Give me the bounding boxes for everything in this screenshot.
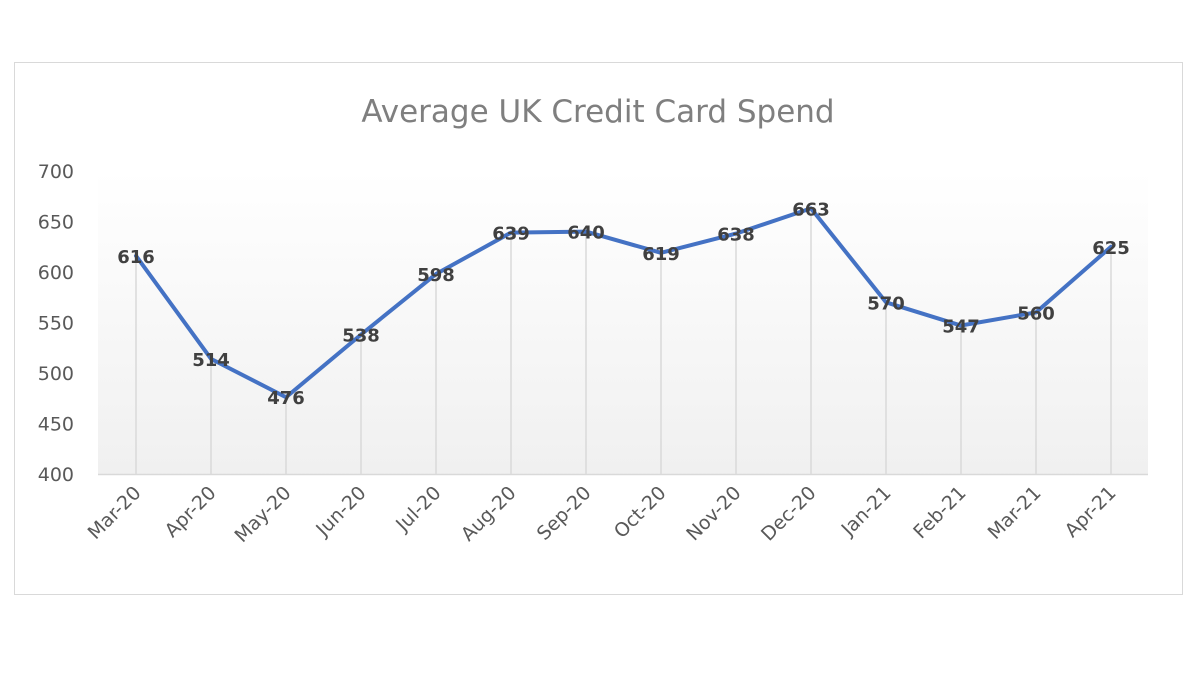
data-label: 640 (567, 223, 605, 244)
y-tick-label: 550 (38, 313, 74, 335)
y-tick-label: 650 (38, 212, 74, 234)
data-label: 638 (717, 225, 755, 246)
data-label: 560 (1017, 303, 1055, 324)
chart-title: Average UK Credit Card Spend (361, 94, 834, 130)
plot-area (98, 171, 1148, 474)
data-label: 570 (867, 293, 905, 314)
y-tick-label: 600 (38, 262, 74, 284)
y-tick-label: 700 (38, 161, 74, 183)
y-tick-label: 400 (38, 464, 74, 486)
data-label: 616 (117, 247, 155, 268)
data-label: 625 (1092, 238, 1130, 259)
data-label: 476 (267, 388, 305, 409)
data-label: 619 (642, 244, 680, 265)
data-label: 598 (417, 265, 455, 286)
data-label: 547 (942, 317, 980, 338)
y-tick-label: 450 (38, 414, 74, 436)
y-tick-label: 500 (38, 363, 74, 385)
data-label: 663 (792, 199, 830, 220)
series-line (134, 206, 1113, 400)
data-label: 538 (342, 326, 380, 347)
data-label: 514 (192, 350, 230, 371)
data-label: 639 (492, 224, 530, 245)
